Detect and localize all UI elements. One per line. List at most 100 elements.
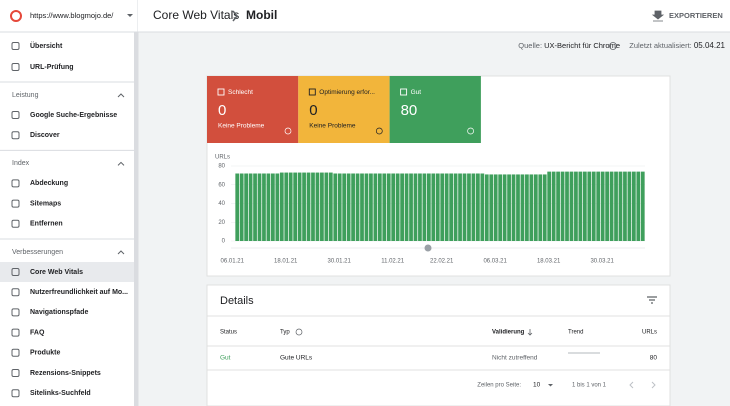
checkbox[interactable] — [217, 88, 225, 96]
column-header[interactable]: Status — [220, 330, 237, 336]
source-label-text: Quelle: — [518, 41, 542, 50]
export-button[interactable]: EXPORTIEREN — [669, 11, 723, 20]
nav-item[interactable]: Entfernen — [30, 221, 63, 228]
bar — [235, 173, 240, 241]
bar — [525, 174, 529, 241]
updated-date: 05.04.21 — [694, 41, 726, 50]
annotation-marker[interactable] — [424, 244, 432, 252]
bar — [565, 171, 569, 241]
help-icon[interactable] — [295, 328, 303, 336]
checkbox[interactable] — [400, 88, 408, 96]
bar — [614, 171, 618, 241]
tile-label: Gut — [411, 89, 422, 96]
column-header[interactable]: URLs — [642, 330, 657, 336]
bar — [337, 173, 342, 241]
nav-item[interactable]: URL-Prüfung — [30, 64, 74, 71]
tile-value: 0 — [309, 102, 317, 119]
rows-per-page[interactable]: 10 — [533, 382, 541, 389]
bar — [484, 174, 489, 241]
bar — [533, 174, 538, 241]
pagination-range: 1 bis 1 von 1 — [572, 383, 607, 389]
nav-item[interactable]: Nutzerfreundlichkeit auf Mo... — [30, 289, 128, 296]
bar — [551, 171, 556, 241]
tile-help[interactable] — [467, 127, 474, 135]
y-axis-label: URLs — [215, 155, 230, 161]
bar — [444, 173, 449, 241]
section-title: Leistung — [12, 92, 39, 99]
bar — [627, 171, 632, 241]
nav-item[interactable]: Core Web Vitals — [30, 269, 83, 276]
bar — [640, 171, 645, 241]
nav-item[interactable]: Sitelinks-Suchfeld — [30, 390, 91, 397]
bar — [440, 173, 445, 241]
tile-value: 0 — [218, 102, 226, 119]
bar — [631, 171, 636, 241]
dropdown-icon[interactable] — [548, 384, 553, 387]
y-tick-label: 60 — [218, 182, 225, 188]
bar — [422, 173, 427, 241]
bar — [502, 174, 507, 241]
tile-help[interactable] — [284, 127, 292, 135]
collapse-icon[interactable] — [117, 161, 125, 166]
bar — [257, 173, 262, 241]
bar — [369, 173, 373, 241]
nav-item[interactable]: Abdeckung — [30, 180, 68, 187]
nav-item[interactable]: Google Suche-Ergebnisse — [30, 112, 117, 119]
filter-icon[interactable] — [647, 296, 657, 304]
section-title: Index — [12, 160, 30, 167]
property-icon — [10, 10, 22, 22]
bar — [418, 173, 422, 241]
sidebar — [0, 0, 138, 406]
bar — [623, 171, 627, 241]
tile-help[interactable] — [375, 127, 383, 135]
bar — [498, 174, 503, 241]
table-cell: Gut — [220, 355, 231, 362]
bar — [435, 173, 440, 241]
bar — [458, 173, 462, 241]
bar — [351, 173, 355, 241]
summary-tile[interactable] — [207, 76, 299, 143]
nav-icon — [11, 219, 20, 228]
dropdown-icon[interactable] — [127, 14, 133, 17]
bar — [373, 173, 378, 241]
column-header[interactable]: Typ — [280, 330, 290, 336]
help-icon[interactable] — [609, 42, 617, 50]
bar — [271, 173, 275, 241]
export-icon[interactable] — [651, 10, 665, 22]
checkbox[interactable] — [308, 88, 316, 96]
bar — [275, 173, 280, 241]
collapse-icon[interactable] — [117, 93, 125, 98]
bar — [342, 173, 347, 241]
source-label: Quelle: UX-Bericht für Chrome — [518, 41, 620, 50]
nav-item[interactable]: Sitemaps — [30, 200, 61, 207]
prev-page[interactable] — [629, 381, 634, 389]
collapse-icon[interactable] — [117, 250, 125, 255]
table-cell: Nicht zutreffend — [492, 355, 538, 362]
next-page[interactable] — [651, 381, 656, 389]
bar — [391, 173, 396, 241]
bar — [239, 173, 244, 241]
x-tick-label: 18.03.21 — [537, 259, 561, 265]
column-header[interactable]: Validierung — [492, 330, 525, 336]
summary-tile[interactable] — [298, 76, 390, 143]
nav-icon — [11, 111, 20, 119]
nav-item[interactable]: FAQ — [30, 329, 45, 336]
property[interactable]: https://www.blogmojo.de/ — [30, 11, 114, 20]
bar — [476, 173, 480, 241]
bar — [333, 173, 338, 241]
nav-item[interactable]: Übersicht — [30, 41, 63, 50]
nav-item[interactable]: Produkte — [30, 350, 60, 357]
sort-icon[interactable] — [527, 329, 533, 336]
x-tick-label: 11.02.21 — [381, 259, 405, 265]
x-tick-label: 18.01.21 — [274, 259, 298, 265]
bar — [426, 173, 431, 241]
nav-icon — [11, 288, 20, 297]
nav-item[interactable]: Discover — [30, 132, 60, 139]
nav-item[interactable]: Rezensions-Snippets — [30, 370, 101, 377]
column-header[interactable]: Trend — [568, 330, 583, 336]
bar — [306, 172, 311, 241]
nav-item[interactable]: Navigationspfade — [30, 309, 88, 316]
summary-tile[interactable] — [389, 76, 481, 143]
nav-icon — [11, 328, 20, 337]
